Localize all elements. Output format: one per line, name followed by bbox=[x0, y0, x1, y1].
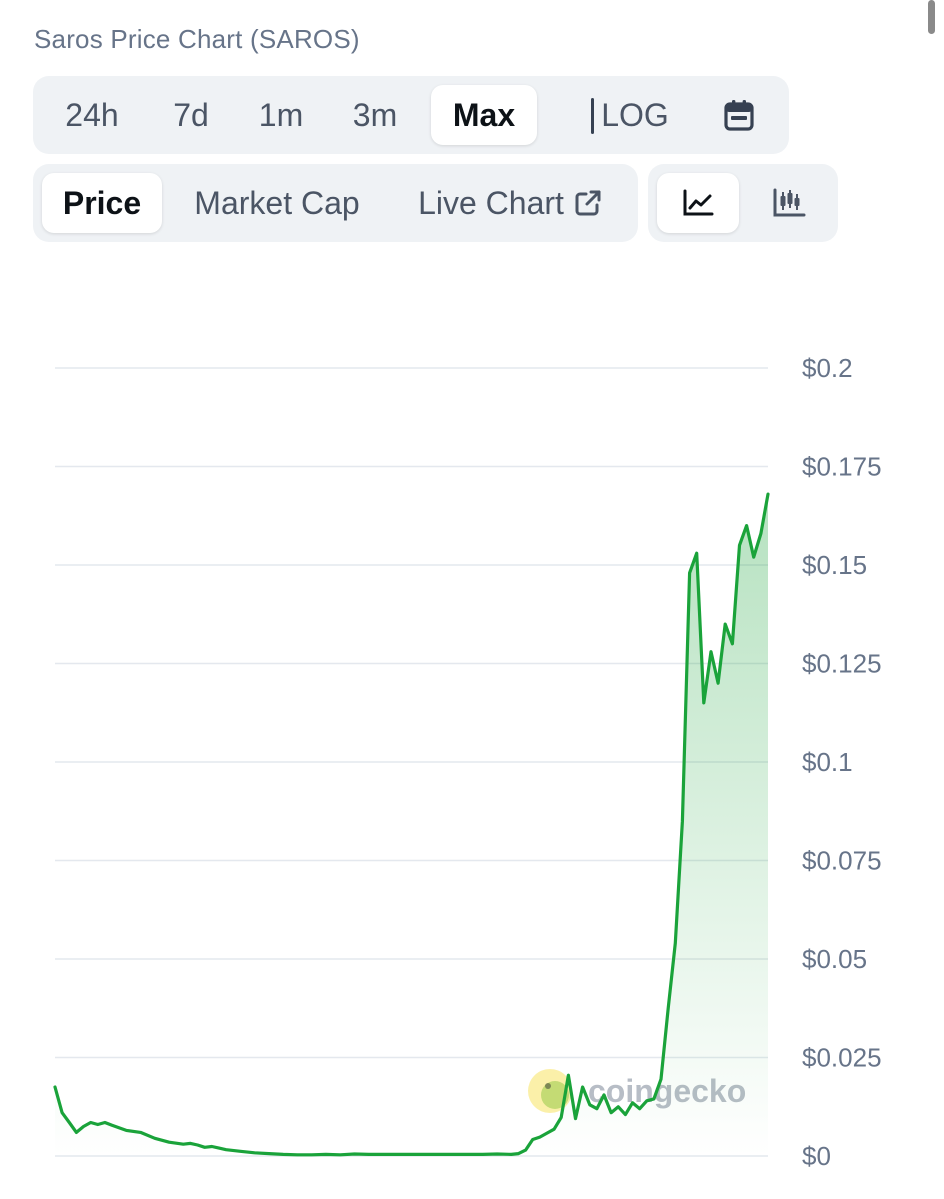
scrollbar-thumb[interactable] bbox=[928, 0, 935, 34]
line-chart-icon bbox=[682, 189, 714, 217]
y-tick-label: $0.05 bbox=[802, 944, 867, 974]
tab-live-chart[interactable]: Live Chart bbox=[403, 173, 617, 233]
y-tick-label: $0.025 bbox=[802, 1043, 882, 1073]
price-area bbox=[55, 494, 768, 1157]
price-chart-svg: coingecko $0.2$0.175$0.15$0.125$0.1$0.07… bbox=[53, 353, 882, 1171]
y-tick-label: $0.15 bbox=[802, 550, 867, 580]
price-line bbox=[53, 492, 770, 1157]
toolbar-divider bbox=[591, 98, 594, 134]
y-tick-label: $0 bbox=[802, 1141, 831, 1171]
tab-max[interactable]: Max bbox=[431, 85, 537, 145]
y-tick-label: $0.2 bbox=[802, 353, 853, 383]
live-chart-label: Live Chart bbox=[418, 184, 564, 221]
chart-type-toggle bbox=[648, 164, 838, 242]
y-tick-label: $0.175 bbox=[802, 452, 882, 482]
chart-title: Saros Price Chart (SAROS) bbox=[34, 24, 360, 54]
date-range-button[interactable] bbox=[709, 85, 769, 145]
candlestick-icon bbox=[772, 188, 806, 218]
time-range-tabs: 24h 7d 1m 3m Max LOG bbox=[33, 76, 789, 154]
tab-24h[interactable]: 24h bbox=[65, 96, 119, 133]
tab-market-cap[interactable]: Market Cap bbox=[194, 184, 360, 221]
candlestick-button[interactable] bbox=[748, 173, 830, 233]
tab-7d[interactable]: 7d bbox=[173, 96, 209, 133]
tab-1m[interactable]: 1m bbox=[258, 96, 304, 133]
y-tick-label: $0.1 bbox=[802, 747, 853, 777]
log-scale-toggle[interactable]: LOG bbox=[601, 96, 669, 133]
view-tabs: Price Market Cap Live Chart bbox=[33, 164, 638, 242]
external-link-icon bbox=[574, 189, 602, 217]
y-tick-label: $0.075 bbox=[802, 846, 882, 876]
tab-price[interactable]: Price bbox=[42, 173, 162, 233]
line-chart-button[interactable] bbox=[657, 173, 739, 233]
tab-3m[interactable]: 3m bbox=[352, 96, 398, 133]
calendar-icon bbox=[724, 99, 754, 131]
y-tick-label: $0.125 bbox=[802, 649, 882, 679]
price-chart[interactable]: coingecko $0.2$0.175$0.15$0.125$0.1$0.07… bbox=[0, 300, 944, 1199]
